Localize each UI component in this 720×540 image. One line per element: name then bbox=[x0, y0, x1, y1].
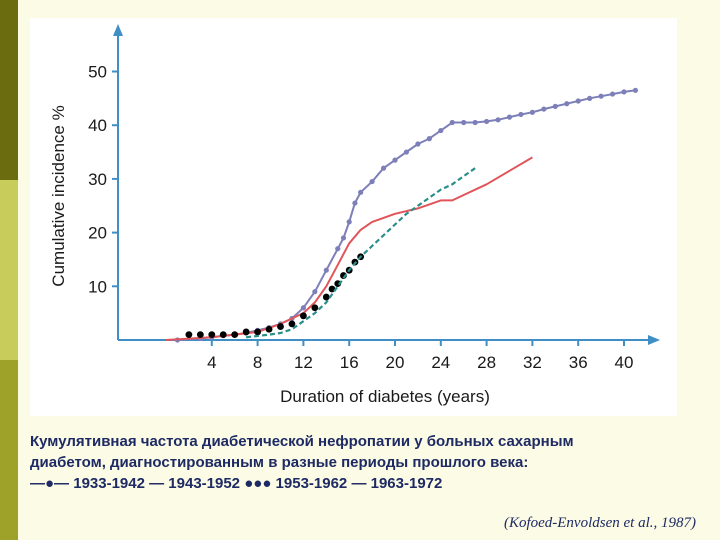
x-tick-label: 8 bbox=[253, 353, 262, 372]
chart: 10 20 30 40 50 4 8 12 16 20 24 28 32 36 40 Cumulative… bbox=[49, 24, 660, 406]
caption: Кумулятивная частота диабетической нефро… bbox=[30, 431, 710, 494]
series-point-19331942 bbox=[449, 119, 455, 126]
series-point-19531962 bbox=[334, 280, 342, 288]
citation: (Kofoed-Envoldsen et al., 1987) bbox=[503, 515, 696, 531]
x-tick-label: 36 bbox=[569, 353, 588, 372]
x-tick-label: 24 bbox=[431, 353, 450, 372]
caption-line-1: Кумулятивная частота диабетической нефро… bbox=[30, 433, 574, 450]
series-point-19531962 bbox=[311, 304, 319, 312]
y-axis-label: Cumulative incidence % bbox=[49, 105, 68, 286]
series-point-19331942 bbox=[472, 119, 478, 126]
series-point-19331942 bbox=[340, 235, 347, 241]
series-line-19631972 bbox=[245, 167, 476, 339]
series-point-19331942 bbox=[335, 246, 341, 252]
x-tick-label: 40 bbox=[615, 353, 634, 372]
series-point-19531962 bbox=[231, 331, 239, 339]
series-point-19531962 bbox=[322, 293, 330, 301]
y-tick-label: 40 bbox=[88, 116, 107, 135]
series-point-19331942 bbox=[529, 109, 535, 115]
series-point-19331942 bbox=[541, 106, 547, 112]
series-point-19531962 bbox=[277, 323, 284, 330]
y-tick-label: 50 bbox=[88, 63, 107, 82]
series-point-19331942 bbox=[300, 305, 306, 311]
x-tick-label: 12 bbox=[294, 353, 313, 372]
axes bbox=[113, 24, 660, 345]
decor-band-middle bbox=[0, 180, 18, 360]
series-point-19331942 bbox=[598, 93, 604, 99]
caption-line-2: диабетом, диагностированным в разные пер… bbox=[30, 454, 529, 471]
series-point-19331942 bbox=[495, 117, 501, 123]
series-point-19331942 bbox=[415, 141, 421, 147]
series-point-19331942 bbox=[621, 89, 627, 95]
series-point-19331942 bbox=[323, 267, 329, 273]
series-point-19331942 bbox=[575, 98, 581, 104]
x-tick-label: 16 bbox=[340, 353, 359, 372]
series-point-19331942 bbox=[403, 149, 410, 155]
series-point-19331942 bbox=[609, 91, 616, 97]
series-point-19531962 bbox=[219, 331, 227, 339]
y-tick-label: 30 bbox=[88, 170, 107, 189]
series-point-19531962 bbox=[254, 328, 261, 336]
series-point-19331942 bbox=[484, 118, 490, 125]
series-point-19531962 bbox=[208, 331, 216, 339]
series-point-19331942 bbox=[426, 136, 432, 142]
y-axis-arrow-icon bbox=[113, 24, 123, 36]
x-ticks: 4 8 12 16 20 24 28 32 36 40 bbox=[207, 340, 633, 372]
y-tick-label: 10 bbox=[88, 277, 107, 296]
series-point-19331942 bbox=[438, 127, 444, 134]
series-point-19531962 bbox=[242, 328, 250, 336]
series-point-19331942 bbox=[552, 103, 558, 110]
caption-legend: —●— 1933-1942 — 1943-1952 ●●● 1953-1962 … bbox=[30, 475, 443, 492]
series-point-19331942 bbox=[380, 165, 387, 171]
chart-panel bbox=[30, 18, 677, 416]
series-point-19331942 bbox=[518, 111, 524, 118]
series-group bbox=[165, 87, 639, 343]
series-point-19331942 bbox=[346, 219, 352, 225]
x-axis-arrow-icon bbox=[648, 335, 660, 345]
series-point-19331942 bbox=[312, 289, 318, 295]
series-point-19331942 bbox=[461, 119, 467, 126]
series-point-19331942 bbox=[587, 95, 593, 101]
decor-band-bottom bbox=[0, 360, 18, 540]
series-point-19531962 bbox=[196, 331, 204, 339]
series-point-19331942 bbox=[564, 101, 570, 107]
series-point-19331942 bbox=[358, 189, 364, 195]
series-point-19331942 bbox=[352, 200, 358, 206]
y-ticks: 10 20 30 40 50 bbox=[88, 63, 118, 296]
series-point-19331942 bbox=[369, 178, 375, 185]
x-tick-label: 28 bbox=[477, 353, 496, 372]
series-point-19331942 bbox=[506, 114, 513, 120]
decor-band-top bbox=[0, 0, 18, 180]
series-point-19331942 bbox=[632, 87, 639, 93]
x-tick-label: 4 bbox=[207, 353, 216, 372]
series-point-19531962 bbox=[300, 312, 307, 320]
series-point-19331942 bbox=[392, 157, 398, 163]
x-tick-label: 20 bbox=[386, 353, 405, 372]
x-tick-label: 32 bbox=[523, 353, 542, 372]
series-point-19531962 bbox=[288, 320, 296, 328]
series-line-19431952 bbox=[165, 156, 533, 341]
series-point-19531962 bbox=[185, 331, 193, 339]
y-tick-label: 20 bbox=[88, 224, 107, 243]
series-point-19531962 bbox=[265, 325, 273, 333]
x-axis-label: Duration of diabetes (years) bbox=[280, 387, 490, 406]
